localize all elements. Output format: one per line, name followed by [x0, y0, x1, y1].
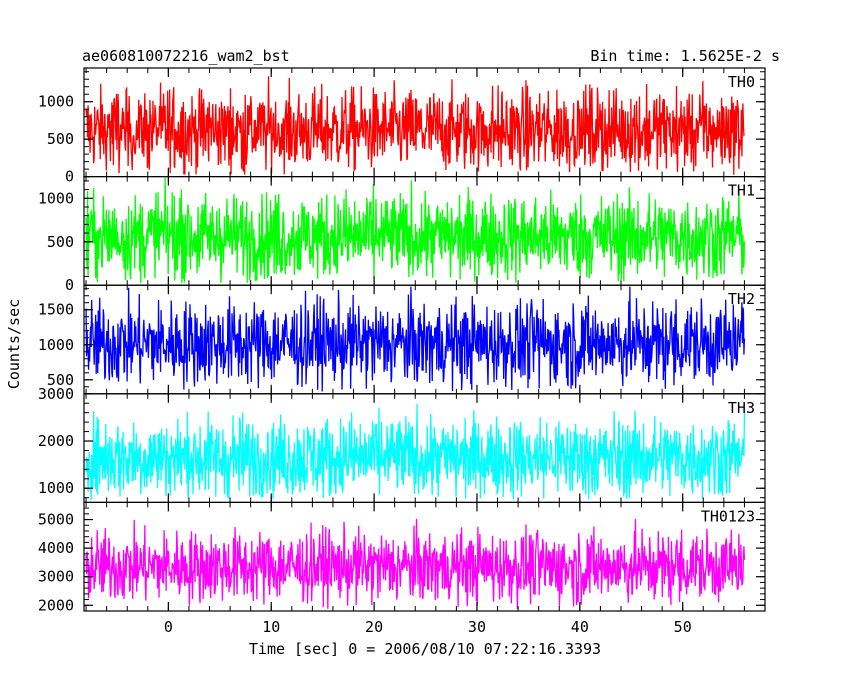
- y-tick-label: 3000: [38, 568, 74, 586]
- y-tick-label: 500: [47, 130, 74, 148]
- x-tick-label: 50: [674, 618, 692, 636]
- x-tick-label: 0: [164, 618, 173, 636]
- panels: 0 500 1000 TH0 0 500 1000 TH1 500 1000 1500 TH2 1000…: [38, 67, 766, 614]
- panel-th2: 500 1000 1500 TH2: [38, 284, 766, 395]
- y-tick-label: 2000: [38, 432, 74, 450]
- series-label-th2: TH2: [728, 290, 755, 308]
- y-tick-label: 500: [47, 233, 74, 251]
- series-line-th1: [85, 176, 746, 284]
- series-label-th0123: TH0123: [701, 507, 755, 525]
- series-line-th3: [85, 403, 746, 501]
- x-tick-label: 30: [468, 618, 486, 636]
- panel-th1: 0 500 1000 TH1: [38, 176, 766, 294]
- series-label-th0: TH0: [728, 73, 755, 91]
- y-tick-label: 2000: [38, 596, 74, 614]
- series-line-th0: [85, 76, 745, 175]
- y-tick-label: 1000: [38, 479, 74, 497]
- y-tick-label: 500: [47, 371, 74, 389]
- series-line-th0123: [85, 518, 746, 609]
- y-tick-label: 0: [65, 168, 74, 186]
- series-label-th1: TH1: [728, 182, 755, 200]
- y-tick-label: 5000: [38, 511, 74, 529]
- y-tick-label: 4000: [38, 539, 74, 557]
- panel-th0123: 2000 3000 4000 5000 TH0123: [38, 501, 766, 614]
- x-axis-label: Time [sec] 0 = 2006/08/10 07:22:16.3393: [249, 640, 601, 658]
- y-tick-label: 1000: [38, 336, 74, 354]
- y-tick-label: 0: [65, 276, 74, 294]
- y-tick-label: 1000: [38, 189, 74, 207]
- x-tick-label: 40: [571, 618, 589, 636]
- series-label-th3: TH3: [728, 399, 755, 417]
- y-tick-label: 1000: [38, 93, 74, 111]
- x-tick-label: 10: [262, 618, 280, 636]
- panel-th3: 1000 2000 3000 TH3: [38, 385, 766, 503]
- series-line-th2: [85, 286, 746, 392]
- panel-frame: [83, 501, 766, 612]
- x-tick-label: 20: [365, 618, 383, 636]
- bin-time-label: Bin time: 1.5625E-2 s: [590, 47, 780, 65]
- chart-title: ae060810072216_wam2_bst: [82, 47, 290, 65]
- y-tick-label: 1500: [38, 301, 74, 319]
- x-axis: 0 10 20 30 40 50: [164, 618, 692, 636]
- y-tick-label: 3000: [38, 385, 74, 403]
- y-axis-label: Counts/sec: [5, 299, 23, 389]
- panel-th0: 0 500 1000 TH0: [38, 67, 766, 186]
